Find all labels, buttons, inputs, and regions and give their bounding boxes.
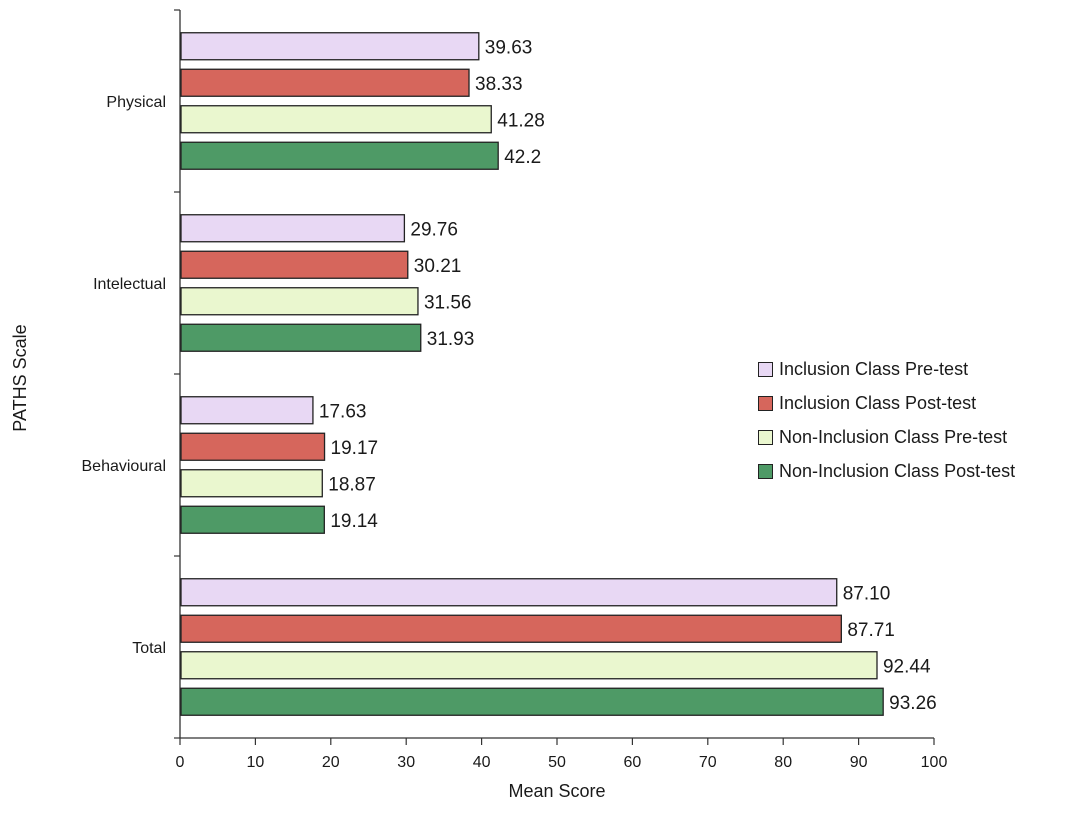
x-tick-label: 100 — [921, 754, 948, 771]
data-label: 19.17 — [331, 438, 379, 459]
legend-item: Inclusion Class Post-test — [758, 386, 1084, 420]
y-axis-title: PATHS Scale — [10, 324, 30, 431]
legend-label: Inclusion Class Pre-test — [779, 358, 969, 379]
bar — [180, 68, 470, 97]
y-category-label: Physical — [106, 94, 166, 111]
x-tick-label: 0 — [176, 754, 185, 771]
bar — [180, 250, 409, 279]
data-label: 31.93 — [427, 329, 475, 350]
legend-swatch — [758, 429, 773, 445]
bar — [180, 287, 419, 316]
legend-item: Non-Inclusion Class Pre-test — [758, 420, 1084, 454]
y-category-label: Intelectual — [93, 276, 166, 293]
data-label: 30.21 — [414, 256, 462, 277]
x-tick-label: 30 — [397, 754, 415, 771]
data-label: 87.71 — [847, 620, 895, 641]
bar — [180, 323, 422, 352]
bar — [180, 687, 884, 716]
legend-item: Non-Inclusion Class Post-test — [758, 454, 1084, 488]
x-tick-label: 20 — [322, 754, 340, 771]
data-label: 92.44 — [883, 656, 931, 677]
bar — [180, 578, 838, 607]
data-label: 29.76 — [410, 219, 458, 240]
bar — [180, 105, 492, 134]
bar — [180, 469, 323, 498]
bar — [180, 505, 325, 534]
x-tick-label: 50 — [548, 754, 566, 771]
legend-swatch — [758, 361, 773, 377]
data-label: 39.63 — [485, 37, 533, 58]
legend-swatch — [758, 395, 773, 411]
data-label: 19.14 — [330, 511, 378, 532]
legend-label: Inclusion Class Post-test — [779, 392, 977, 413]
data-label: 17.63 — [319, 401, 367, 422]
axis-layer: 0 10 20 30 40 50 60 70 80 90 100 — [174, 9, 948, 771]
bar — [180, 432, 326, 461]
data-label: 38.33 — [475, 74, 523, 95]
legend-label: Non-Inclusion Class Post-test — [779, 460, 1016, 481]
data-label: 42.2 — [504, 147, 541, 168]
data-label: 41.28 — [497, 110, 545, 131]
x-tick-label: 70 — [699, 754, 717, 771]
data-label: 93.26 — [889, 693, 937, 714]
label-layer: Physical 39.63 38.33 41.28 42.2 Intelectual 29… — [82, 37, 937, 714]
bar-layer — [180, 32, 884, 716]
legend-swatch — [758, 463, 773, 479]
bar — [180, 214, 406, 243]
data-label: 31.56 — [424, 292, 472, 313]
legend-item: Inclusion Class Pre-test — [758, 352, 1084, 386]
x-tick-label: 90 — [850, 754, 868, 771]
legend: Inclusion Class Pre-test Inclusion Class … — [758, 352, 1084, 488]
x-axis-title: Mean Score — [508, 781, 605, 801]
y-category-label: Behavioural — [82, 458, 167, 475]
bar — [180, 651, 878, 680]
data-label: 87.10 — [843, 583, 891, 604]
bar — [180, 396, 314, 425]
bar — [180, 141, 499, 170]
bar — [180, 614, 842, 643]
y-category-label: Total — [132, 640, 166, 657]
x-tick-label: 10 — [247, 754, 265, 771]
x-tick-label: 60 — [624, 754, 642, 771]
bar — [180, 32, 480, 61]
data-label: 18.87 — [328, 474, 376, 495]
x-tick-label: 40 — [473, 754, 491, 771]
legend-label: Non-Inclusion Class Pre-test — [779, 426, 1008, 447]
x-tick-label: 80 — [774, 754, 792, 771]
